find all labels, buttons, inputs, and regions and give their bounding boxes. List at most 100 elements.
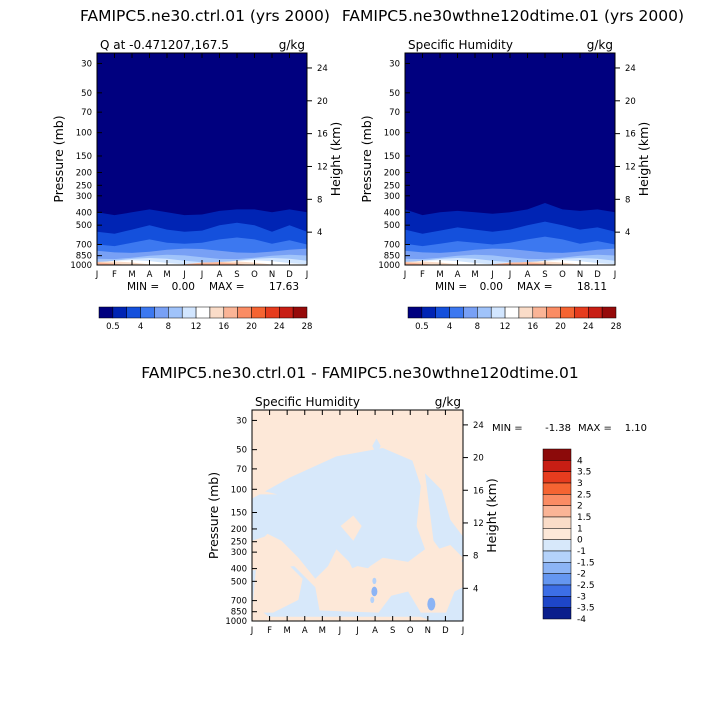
x-tick-label: O (251, 270, 258, 280)
colorbar-label: 0.5 (106, 322, 120, 332)
fill-negative-speck (371, 586, 378, 597)
colorbar-swatch (504, 306, 520, 319)
y-tick-label: 400 (384, 208, 400, 218)
fill-positive-island (332, 566, 383, 605)
colorbar-swatch (98, 306, 114, 319)
x-tick-label: D (286, 270, 293, 280)
x-tick-label: D (594, 270, 601, 280)
y-tick-label: 500 (384, 221, 400, 231)
y-right-axis-label: Height (km) (484, 478, 499, 552)
fill-negative-speck (427, 597, 436, 611)
y-tick-label: 1000 (378, 261, 400, 271)
x-tick-label: J (250, 626, 254, 636)
colorbar-swatch (292, 306, 308, 319)
panel-difference: FAMIPC5.ne30.ctrl.01 - FAMIPC5.ne30wthne… (141, 364, 647, 636)
fill-positive-island (252, 557, 303, 613)
chart-title: FAMIPC5.ne30wthne120dtime.01 (yrs 2000) (342, 7, 684, 25)
colorbar-swatch (154, 306, 169, 319)
colorbar-label: 12 (191, 322, 202, 332)
y-right-axis-label: Height (km) (328, 122, 343, 196)
colorbar-swatch (140, 306, 155, 319)
x-tick-label: A (302, 626, 308, 636)
colorbar-swatch (265, 306, 280, 319)
chart-subtitle-left: Specific Humidity (255, 395, 360, 409)
panel-wthne120: FAMIPC5.ne30wthne120dtime.01 (yrs 2000) S… (342, 7, 684, 332)
x-tick-label: N (425, 626, 431, 636)
y-tick-label: 100 (231, 485, 247, 495)
colorbar-label: 20 (246, 322, 257, 332)
colorbar-label: 4 (447, 322, 452, 332)
x-tick-label: F (267, 626, 272, 636)
plot-area (252, 410, 463, 621)
stat-min-value: 0.00 (480, 281, 503, 293)
colorbar-label: 16 (218, 322, 229, 332)
y-tick-label: 70 (389, 108, 400, 118)
colorbar-label: -3 (577, 592, 586, 602)
x-tick-label: J (355, 626, 359, 636)
fill-negative-region (252, 511, 274, 541)
colorbar-label: -3.5 (577, 604, 595, 614)
x-tick-label: J (403, 270, 407, 280)
x-tick-label: A (147, 270, 153, 280)
colorbar-label: 20 (555, 322, 566, 332)
stat-min-label: MIN = (492, 423, 523, 434)
y-tick-label: 50 (81, 89, 92, 99)
colorbar-swatch (251, 306, 266, 319)
y-right-tick-label: 12 (317, 162, 328, 172)
x-tick-label: F (420, 270, 425, 280)
y-tick-label: 700 (76, 241, 92, 251)
y-tick-label: 400 (76, 208, 92, 218)
x-tick-label: J (490, 270, 494, 280)
colorbar-label: 4 (577, 456, 583, 466)
panel-ctrl: FAMIPC5.ne30.ctrl.01 (yrs 2000) Q at -0.4… (51, 7, 343, 332)
colorbar-swatch (542, 607, 572, 620)
fill-negative-speck (372, 438, 381, 455)
colorbar-swatch (542, 596, 572, 608)
colorbar-swatch (542, 482, 572, 495)
y-tick-label: 850 (231, 608, 247, 618)
chart-subtitle-left: Q at -0.471207,167.5 (100, 38, 229, 52)
y-tick-label: 850 (384, 252, 400, 262)
colorbar-label: -4 (577, 615, 586, 625)
colorbar-swatch (223, 306, 238, 319)
colorbar-swatch (574, 306, 589, 319)
colorbar-swatch (542, 550, 572, 563)
y-right-axis-label: Height (km) (636, 122, 651, 196)
x-tick-label: A (217, 270, 223, 280)
y-axis-label: Pressure (mb) (359, 115, 374, 202)
y-right-tick-label: 12 (473, 519, 484, 529)
colorbar-label: 0.5 (415, 322, 429, 332)
y-tick-label: 500 (76, 221, 92, 231)
colorbar-swatch (542, 471, 572, 484)
colorbar-label: 8 (475, 322, 480, 332)
colorbar-swatch (546, 306, 561, 319)
y-tick-label: 700 (231, 597, 247, 607)
x-tick-label: S (234, 270, 239, 280)
y-tick-label: 200 (231, 525, 247, 535)
y-right-tick-label: 16 (473, 486, 484, 496)
x-tick-label: M (319, 626, 326, 636)
y-right-tick-label: 20 (317, 97, 328, 107)
colorbar-label: 1.5 (577, 513, 591, 523)
x-tick-label: J (338, 626, 342, 636)
colorbar-swatch (237, 306, 252, 319)
colorbar-swatch (407, 306, 423, 319)
y-tick-label: 1000 (225, 617, 247, 627)
colorbar-label: -2.5 (577, 581, 595, 591)
y-tick-label: 1000 (70, 261, 92, 271)
stat-max-label: MAX = (517, 281, 553, 293)
colorbar-swatch (560, 306, 575, 319)
x-tick-label: A (455, 270, 461, 280)
x-tick-label: M (163, 270, 170, 280)
chart-units: g/kg (279, 38, 305, 52)
colorbar-swatch (588, 306, 603, 319)
colorbar-swatch (490, 306, 506, 319)
y-right-tick-label: 24 (317, 64, 328, 74)
colorbar-swatch (542, 573, 572, 586)
x-tick-label: J (613, 270, 617, 280)
colorbar-label: 2.5 (577, 490, 591, 500)
y-tick-label: 30 (81, 59, 92, 69)
y-tick-label: 300 (76, 192, 92, 202)
x-tick-label: O (407, 626, 414, 636)
